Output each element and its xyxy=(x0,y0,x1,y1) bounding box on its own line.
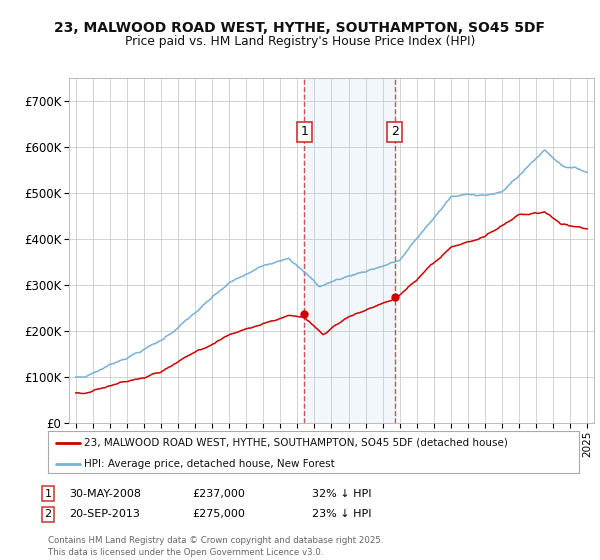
Text: £237,000: £237,000 xyxy=(192,489,245,499)
Text: 2: 2 xyxy=(44,509,52,519)
Text: Price paid vs. HM Land Registry's House Price Index (HPI): Price paid vs. HM Land Registry's House … xyxy=(125,35,475,48)
Text: 23, MALWOOD ROAD WEST, HYTHE, SOUTHAMPTON, SO45 5DF: 23, MALWOOD ROAD WEST, HYTHE, SOUTHAMPTO… xyxy=(55,21,545,35)
Text: Contains HM Land Registry data © Crown copyright and database right 2025.
This d: Contains HM Land Registry data © Crown c… xyxy=(48,536,383,557)
Text: 32% ↓ HPI: 32% ↓ HPI xyxy=(312,489,371,499)
Text: 1: 1 xyxy=(44,489,52,499)
Text: 23% ↓ HPI: 23% ↓ HPI xyxy=(312,509,371,519)
Text: 23, MALWOOD ROAD WEST, HYTHE, SOUTHAMPTON, SO45 5DF (detached house): 23, MALWOOD ROAD WEST, HYTHE, SOUTHAMPTO… xyxy=(84,437,508,447)
Bar xyxy=(304,78,395,423)
Text: 20-SEP-2013: 20-SEP-2013 xyxy=(69,509,140,519)
Text: 30-MAY-2008: 30-MAY-2008 xyxy=(69,489,141,499)
Text: 2: 2 xyxy=(391,125,399,138)
Text: HPI: Average price, detached house, New Forest: HPI: Average price, detached house, New … xyxy=(84,459,335,469)
Text: £275,000: £275,000 xyxy=(192,509,245,519)
Text: 1: 1 xyxy=(301,125,308,138)
